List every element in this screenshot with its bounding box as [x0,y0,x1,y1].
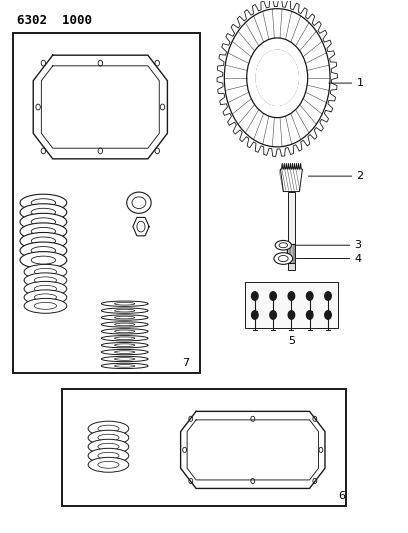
Ellipse shape [101,364,148,368]
Ellipse shape [101,322,148,327]
Bar [245,282,338,328]
Text: 4: 4 [355,254,361,263]
Circle shape [247,38,308,118]
Ellipse shape [275,240,291,250]
Ellipse shape [31,199,55,207]
Circle shape [325,292,331,300]
Ellipse shape [88,430,129,445]
Ellipse shape [88,448,129,463]
Bar [287,245,295,263]
Ellipse shape [24,298,67,313]
Ellipse shape [98,443,119,450]
Ellipse shape [20,223,67,240]
Text: 7: 7 [182,358,189,368]
Bar [13,33,200,373]
Ellipse shape [31,256,55,264]
Ellipse shape [115,316,135,319]
Ellipse shape [24,281,67,296]
Ellipse shape [24,273,67,288]
Ellipse shape [98,434,119,441]
Bar [288,191,295,250]
Circle shape [252,292,258,300]
Ellipse shape [31,218,55,226]
Ellipse shape [34,302,57,309]
Ellipse shape [101,301,148,306]
Ellipse shape [127,192,151,213]
Ellipse shape [31,208,55,216]
Ellipse shape [115,323,135,326]
Ellipse shape [115,365,135,367]
Ellipse shape [115,302,135,305]
Ellipse shape [20,232,67,249]
Ellipse shape [115,351,135,353]
Ellipse shape [31,247,55,255]
Ellipse shape [115,337,135,340]
Text: 2: 2 [357,171,364,181]
Ellipse shape [101,315,148,320]
Ellipse shape [31,228,55,236]
Circle shape [270,311,276,319]
Ellipse shape [20,213,67,230]
Ellipse shape [34,285,57,292]
Circle shape [288,292,295,300]
Ellipse shape [115,344,135,346]
Circle shape [270,292,276,300]
Ellipse shape [88,439,129,454]
Ellipse shape [98,425,119,432]
Text: 1: 1 [357,78,364,88]
Ellipse shape [101,357,148,362]
Ellipse shape [34,277,57,284]
Ellipse shape [24,264,67,279]
Ellipse shape [98,462,119,469]
Ellipse shape [20,194,67,211]
Ellipse shape [34,294,57,301]
Ellipse shape [101,343,148,348]
Ellipse shape [132,197,146,208]
Circle shape [306,311,313,319]
Circle shape [252,311,258,319]
Ellipse shape [20,252,67,269]
Ellipse shape [115,358,135,360]
Ellipse shape [98,453,119,459]
Ellipse shape [279,243,288,248]
Text: 6: 6 [339,491,346,502]
Ellipse shape [101,329,148,334]
Ellipse shape [101,336,148,341]
Ellipse shape [20,242,67,259]
Circle shape [288,311,295,319]
Bar [288,263,295,270]
Ellipse shape [115,309,135,312]
Bar [62,389,346,506]
Circle shape [256,50,298,106]
Ellipse shape [101,308,148,313]
Ellipse shape [34,268,57,275]
Text: 5: 5 [288,336,295,345]
Ellipse shape [115,330,135,333]
Ellipse shape [20,204,67,221]
Ellipse shape [278,255,288,262]
Circle shape [306,292,313,300]
Circle shape [325,311,331,319]
Text: 6302  1000: 6302 1000 [17,14,92,27]
Ellipse shape [88,421,129,436]
Ellipse shape [88,457,129,472]
Ellipse shape [274,253,293,264]
Ellipse shape [31,237,55,245]
Ellipse shape [24,290,67,305]
Ellipse shape [101,350,148,355]
Text: 3: 3 [355,240,361,250]
